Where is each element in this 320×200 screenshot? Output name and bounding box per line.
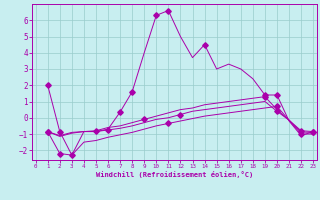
X-axis label: Windchill (Refroidissement éolien,°C): Windchill (Refroidissement éolien,°C)	[96, 171, 253, 178]
